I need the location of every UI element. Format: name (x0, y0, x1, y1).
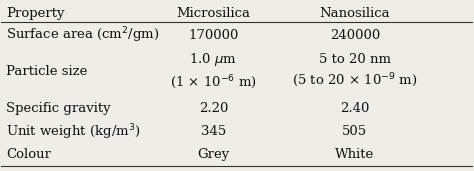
Text: Nanosilica: Nanosilica (319, 7, 390, 20)
Text: Property: Property (6, 7, 64, 20)
Text: White: White (335, 148, 374, 161)
Text: Unit weight (kg/m$^3$): Unit weight (kg/m$^3$) (6, 122, 141, 142)
Text: Grey: Grey (197, 148, 229, 161)
Text: 170000: 170000 (188, 29, 238, 42)
Text: 505: 505 (342, 125, 367, 138)
Text: Specific gravity: Specific gravity (6, 102, 111, 115)
Text: 240000: 240000 (330, 29, 380, 42)
Text: Surface area (cm$^2$/gm): Surface area (cm$^2$/gm) (6, 25, 160, 45)
Text: 345: 345 (201, 125, 226, 138)
Text: Microsilica: Microsilica (176, 7, 250, 20)
Text: 2.40: 2.40 (340, 102, 370, 115)
Text: 1.0 $\mu$m
(1 × 10$^{-6}$ m): 1.0 $\mu$m (1 × 10$^{-6}$ m) (170, 51, 257, 91)
Text: Particle size: Particle size (6, 65, 88, 78)
Text: Colour: Colour (6, 148, 51, 161)
Text: 2.20: 2.20 (199, 102, 228, 115)
Text: 5 to 20 nm
(5 to 20 × 10$^{-9}$ m): 5 to 20 nm (5 to 20 × 10$^{-9}$ m) (292, 53, 418, 89)
